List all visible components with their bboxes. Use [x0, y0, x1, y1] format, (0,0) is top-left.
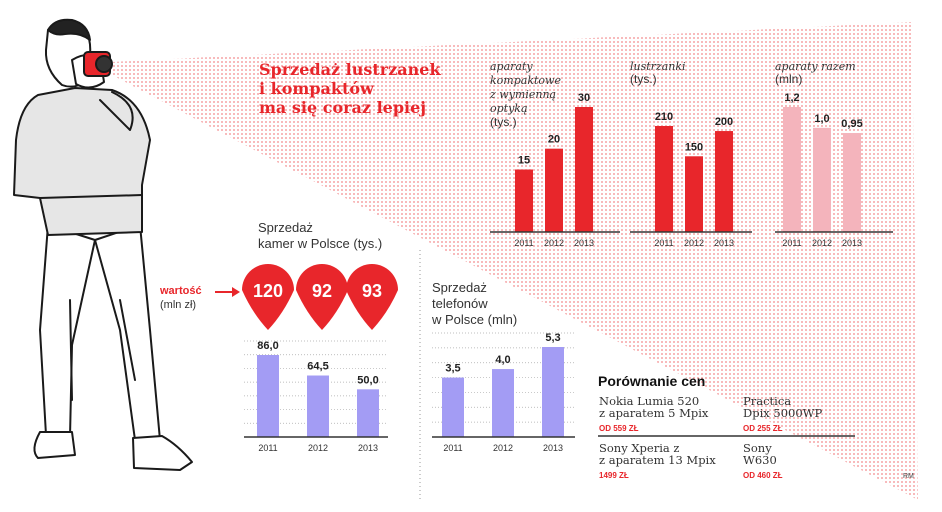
chart-label-line: optyką	[490, 102, 528, 115]
price-item-name: Sony	[743, 441, 772, 455]
chart-label-line: (tys.)	[490, 115, 517, 129]
data-label: 5,3	[545, 332, 560, 344]
marker-unit: (mln zł)	[160, 299, 196, 311]
data-label: 30	[578, 92, 590, 104]
bar-2012	[492, 369, 514, 437]
bar-2011	[442, 377, 464, 437]
value-pin	[346, 264, 398, 330]
headline-line: i kompaktów	[259, 79, 375, 98]
price-value: OD 255 ZŁ	[743, 424, 783, 433]
price-item-name: Sony Xperia z	[599, 441, 679, 455]
chart-label-line: kamer w Polsce (tys.)	[258, 236, 382, 251]
bar-2011	[257, 355, 279, 437]
tick-label: 2011	[654, 238, 673, 248]
chart-label-line: aparaty	[490, 60, 533, 73]
chart-label-line: (mln)	[775, 72, 802, 86]
bar-2011	[515, 169, 533, 232]
price-item: Sony Xperia zz aparatem 13 Mpix 1499 ZŁ	[599, 441, 716, 480]
bar-2013	[575, 107, 593, 232]
chart-label-line: aparaty razem	[775, 60, 856, 73]
value-pin	[242, 264, 294, 330]
photographer-illustration	[13, 18, 193, 471]
data-label: 200	[715, 116, 733, 128]
data-label: 1,0	[814, 113, 829, 125]
bar-2013	[542, 347, 564, 437]
data-label: 86,0	[257, 340, 278, 352]
price-item-name: W630	[743, 453, 777, 467]
price-item-name: Nokia Lumia 520	[599, 394, 699, 408]
arrow-head-icon	[232, 287, 240, 297]
tick-label: 2013	[358, 443, 378, 453]
bar-2012	[307, 375, 329, 437]
headline-line: ma się coraz lepiej	[259, 98, 426, 117]
price-value: OD 460 ZŁ	[743, 471, 783, 480]
tick-label: 2013	[543, 443, 563, 453]
tick-label: 2011	[782, 238, 801, 248]
tick-label: 2012	[544, 238, 564, 248]
data-label: 20	[548, 134, 560, 146]
data-label: 64,5	[307, 361, 328, 373]
pin-value: 120	[253, 281, 283, 301]
tick-label: 2013	[842, 238, 862, 248]
data-label: 150	[685, 141, 703, 153]
bar-2013	[843, 133, 861, 232]
chart-label-line: kompaktowe	[490, 74, 561, 87]
price-value: OD 559 ZŁ	[599, 424, 639, 433]
tick-label: 2012	[684, 238, 704, 248]
price-item-name: Dpix 5000WP	[743, 406, 822, 420]
value-pin	[296, 264, 348, 330]
bar-2012	[813, 127, 831, 232]
chart-label-line: Sprzedaż	[432, 280, 487, 295]
chart-label-line: Sprzedaż	[258, 220, 313, 235]
pin-value: 92	[312, 281, 332, 301]
chart-2: lustrzanki(tys.) 210 2011 150 2012 200 2013	[630, 60, 752, 248]
bar-2013	[357, 389, 379, 437]
price-item-name: z aparatem 13 Mpix	[599, 453, 716, 467]
data-label: 15	[518, 155, 530, 167]
data-label: 3,5	[445, 363, 460, 375]
data-label: 1,2	[784, 92, 799, 104]
tick-label: 2011	[514, 238, 533, 248]
bar-2011	[783, 107, 801, 232]
tick-label: 2012	[812, 238, 832, 248]
headline-line: Sprzedaż lustrzanek	[259, 60, 441, 79]
chart-3: aparaty razem(mln) 1,2 2011 1,0 2012 0,95 2013	[775, 60, 893, 248]
chart-label-line: lustrzanki	[630, 60, 686, 73]
data-label: 210	[655, 111, 673, 123]
bar-2012	[545, 148, 563, 232]
price-item-name: z aparatem 5 Mpix	[599, 406, 709, 420]
price-item-name: Practica	[743, 394, 791, 408]
price-title: Porównanie cen	[598, 373, 705, 389]
pin-value: 93	[362, 281, 382, 301]
tick-label: 2013	[574, 238, 594, 248]
marker-label: wartość	[159, 285, 202, 297]
bar-2011	[655, 126, 673, 232]
tick-label: 2013	[714, 238, 734, 248]
credit: RM	[903, 473, 914, 480]
tick-label: 2011	[443, 443, 462, 453]
chart-label-line: (tys.)	[630, 72, 657, 86]
tick-label: 2011	[258, 443, 277, 453]
chart-label-line: telefonów	[432, 296, 488, 311]
chart-label-line: w Polsce (mln)	[431, 312, 517, 327]
price-value: 1499 ZŁ	[599, 471, 629, 480]
tick-label: 2012	[493, 443, 513, 453]
data-label: 4,0	[495, 354, 510, 366]
chart-label-line: z wymienną	[489, 88, 556, 101]
tick-label: 2012	[308, 443, 328, 453]
data-label: 50,0	[357, 374, 378, 386]
bar-2013	[715, 131, 733, 232]
bar-2012	[685, 156, 703, 232]
data-label: 0,95	[841, 118, 862, 130]
